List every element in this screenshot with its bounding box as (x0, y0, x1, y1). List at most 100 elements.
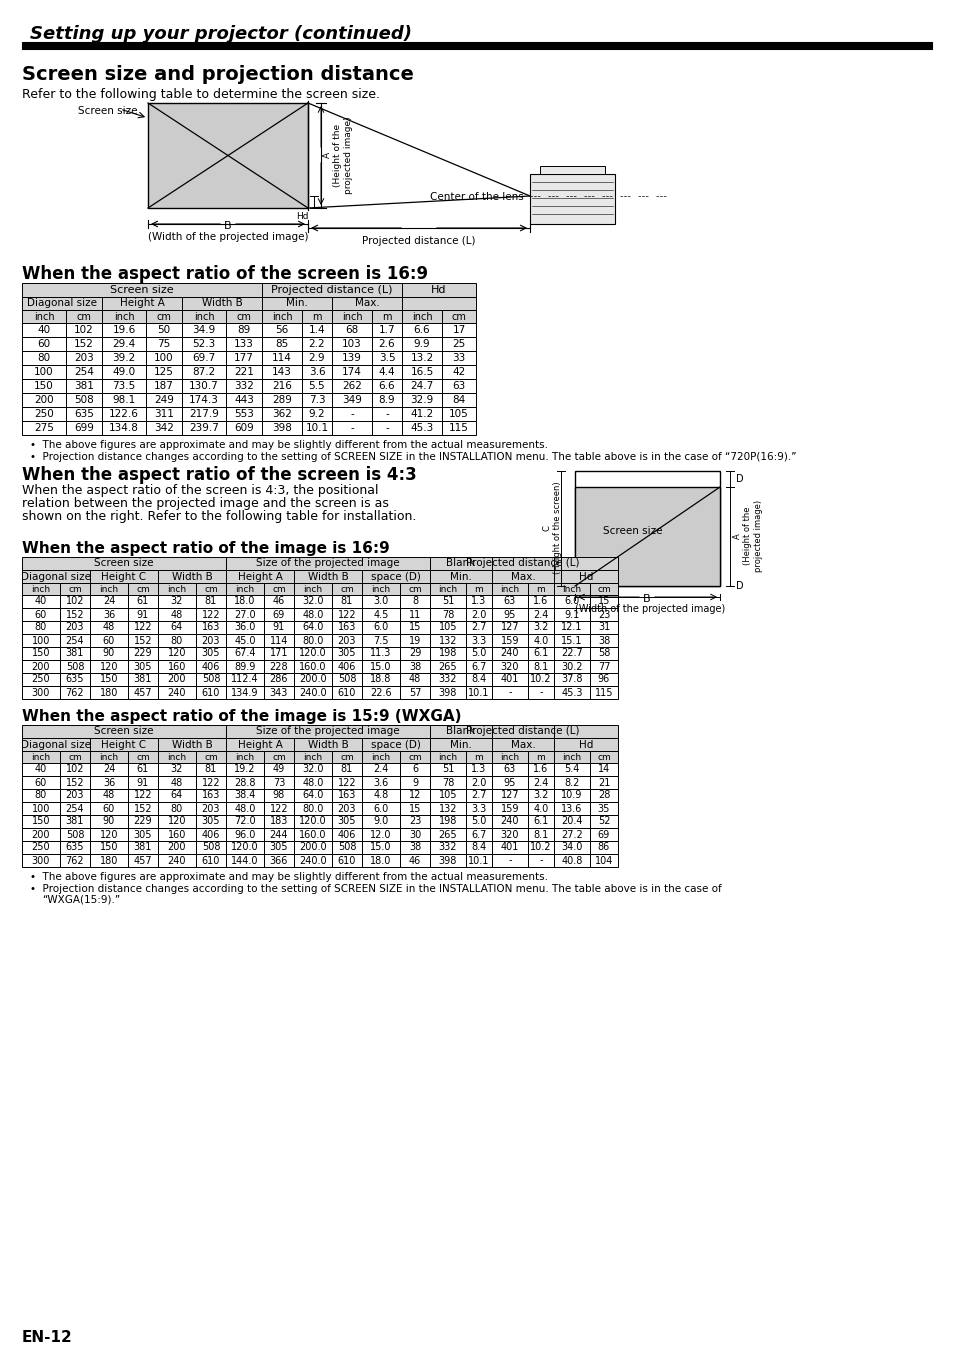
Text: 105: 105 (438, 790, 456, 801)
Text: 69: 69 (598, 830, 610, 839)
Text: 19.2: 19.2 (234, 765, 255, 774)
Text: 187: 187 (153, 381, 173, 390)
Text: 200: 200 (168, 843, 186, 852)
Text: 343: 343 (270, 688, 288, 697)
Bar (554, 647, 589, 661)
Text: 19.6: 19.6 (112, 326, 135, 335)
Text: 406: 406 (202, 830, 220, 839)
Text: 160.0: 160.0 (299, 830, 327, 839)
Text: inch: inch (235, 753, 254, 762)
Text: 64: 64 (171, 623, 183, 632)
Bar (158, 608, 195, 621)
Bar (264, 621, 294, 634)
Text: 4.0: 4.0 (533, 635, 548, 646)
Text: 254: 254 (74, 367, 93, 377)
Bar (60, 802, 90, 815)
Bar (195, 751, 226, 763)
Bar (22, 336, 66, 351)
Text: 60: 60 (103, 804, 115, 813)
Bar (492, 751, 527, 763)
Bar (102, 380, 146, 393)
Bar (294, 828, 332, 842)
Bar (554, 815, 589, 828)
Bar (146, 380, 182, 393)
Bar (361, 621, 399, 634)
Bar (401, 393, 441, 407)
Text: 80: 80 (35, 790, 47, 801)
Text: 86: 86 (598, 843, 610, 852)
Bar (22, 789, 60, 802)
Text: 305: 305 (337, 816, 355, 827)
Bar (146, 365, 182, 380)
Text: 305: 305 (133, 662, 152, 671)
Text: 22.7: 22.7 (560, 648, 582, 658)
Text: Projected distance (L): Projected distance (L) (362, 236, 476, 246)
Bar (441, 407, 476, 422)
Bar (60, 686, 90, 698)
Text: 15: 15 (598, 597, 610, 607)
Text: 72.0: 72.0 (233, 816, 255, 827)
Text: 24.7: 24.7 (410, 381, 434, 390)
Bar (158, 815, 195, 828)
Bar (401, 336, 441, 351)
Text: 342: 342 (153, 423, 173, 434)
Bar (399, 775, 430, 789)
Text: 508: 508 (201, 843, 220, 852)
Text: 3.2: 3.2 (533, 623, 548, 632)
Bar (492, 608, 527, 621)
Text: 381: 381 (74, 381, 93, 390)
Bar (399, 608, 430, 621)
Text: 95: 95 (503, 609, 516, 620)
Bar (492, 738, 554, 751)
Bar (401, 282, 476, 297)
Bar (361, 738, 430, 751)
Text: 2.2: 2.2 (309, 339, 325, 349)
Text: cm: cm (597, 585, 610, 593)
Text: 80: 80 (37, 353, 51, 363)
Bar (264, 854, 294, 867)
Bar (22, 351, 66, 365)
Bar (332, 661, 361, 673)
Text: 262: 262 (342, 381, 361, 390)
Text: inch: inch (438, 753, 457, 762)
Bar (22, 422, 66, 435)
Bar (158, 789, 195, 802)
Bar (294, 789, 332, 802)
Bar (22, 763, 60, 775)
Text: 398: 398 (438, 688, 456, 697)
Text: 28.8: 28.8 (234, 777, 255, 788)
Text: 8.1: 8.1 (533, 662, 548, 671)
Text: -: - (538, 688, 542, 697)
Text: 132: 132 (438, 804, 456, 813)
Bar (22, 323, 66, 336)
Bar (401, 309, 441, 323)
Text: 143: 143 (272, 367, 292, 377)
Bar (554, 751, 589, 763)
Text: 635: 635 (66, 843, 84, 852)
Text: 67.4: 67.4 (234, 648, 255, 658)
Text: 203: 203 (201, 635, 220, 646)
Bar (294, 621, 332, 634)
Text: 508: 508 (66, 830, 84, 839)
Text: When the aspect ratio of the screen is 16:9: When the aspect ratio of the screen is 1… (22, 265, 428, 282)
Text: Hd: Hd (578, 739, 593, 750)
Bar (60, 647, 90, 661)
Text: 13.2: 13.2 (410, 353, 434, 363)
Text: 159: 159 (500, 635, 518, 646)
Bar (361, 661, 399, 673)
Text: Width B: Width B (201, 299, 242, 308)
Bar (302, 393, 332, 407)
Text: 3.3: 3.3 (471, 635, 486, 646)
Bar (399, 751, 430, 763)
Bar (465, 854, 492, 867)
Text: 48: 48 (103, 623, 115, 632)
Bar (195, 584, 226, 594)
Bar (102, 297, 182, 309)
Text: 180: 180 (100, 688, 118, 697)
Bar (60, 789, 90, 802)
Bar (22, 282, 262, 297)
Bar (158, 775, 195, 789)
Bar (399, 802, 430, 815)
Text: 30: 30 (409, 830, 420, 839)
Text: 200: 200 (31, 662, 51, 671)
